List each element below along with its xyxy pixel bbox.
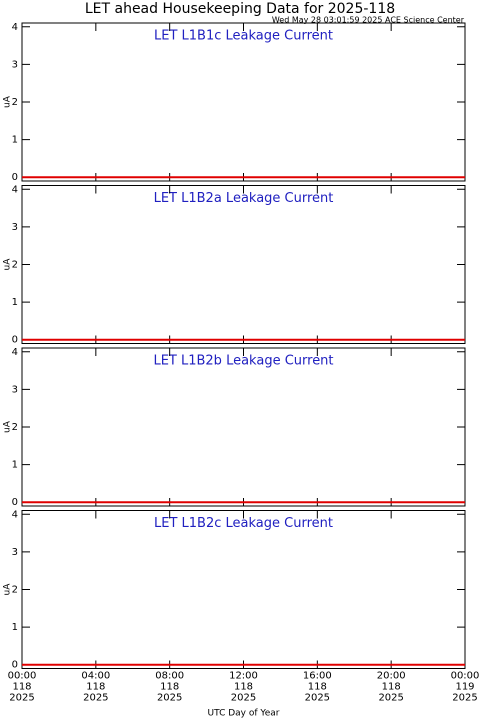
panel-frame (21, 510, 466, 669)
panel-title: LET L1B1c Leakage Current (154, 29, 333, 44)
x-tick-label: 08:00 (155, 671, 184, 682)
y-axis-label: uA (3, 420, 13, 433)
x-tick-day: 118 (86, 682, 105, 693)
y-tick-label: 4 (12, 22, 18, 33)
x-tick-day: 118 (12, 682, 31, 693)
y-tick-label: 0 (12, 660, 18, 671)
y-tick-label: 2 (12, 97, 18, 108)
y-tick-label: 4 (12, 347, 18, 358)
y-axis-label: uA (3, 258, 13, 271)
y-tick-label: 2 (12, 422, 18, 433)
x-axis-label: UTC Day of Year (208, 709, 280, 719)
chart-title: LET ahead Housekeeping Data for 2025-118 (85, 1, 395, 17)
y-tick-label: 3 (12, 384, 18, 395)
panel-frame (21, 347, 466, 507)
x-tick-day: 119 (455, 682, 474, 693)
y-axis-label: uA (3, 95, 13, 108)
y-tick-label: 2 (12, 585, 18, 596)
x-tick-year: 2025 (305, 693, 330, 704)
panel-title: LET L1B2b Leakage Current (153, 354, 333, 369)
x-tick-year: 2025 (83, 693, 108, 704)
y-tick-label: 1 (12, 460, 18, 471)
x-tick-day: 118 (308, 682, 327, 693)
x-tick-day: 118 (382, 682, 401, 693)
x-tick-year: 2025 (378, 693, 403, 704)
x-tick-label: 04:00 (81, 671, 110, 682)
x-tick-label: 00:00 (8, 671, 37, 682)
x-tick-day: 118 (160, 682, 179, 693)
x-tick-year: 2025 (452, 693, 477, 704)
y-tick-label: 1 (12, 622, 18, 633)
x-tick-label: 16:00 (303, 671, 332, 682)
chart-subtitle: Wed May 28 03:01:59 2025 ACE Science Cen… (272, 16, 465, 25)
y-tick-label: 3 (12, 59, 18, 70)
y-tick-label: 2 (12, 260, 18, 271)
y-tick-label: 1 (12, 135, 18, 146)
x-tick-day: 118 (234, 682, 253, 693)
panel-frame (21, 185, 466, 344)
y-tick-label: 0 (12, 172, 18, 183)
x-tick-year: 2025 (157, 693, 182, 704)
x-tick-label: 20:00 (377, 671, 406, 682)
y-tick-label: 3 (12, 222, 18, 233)
y-tick-label: 3 (12, 547, 18, 558)
y-axis-label: uA (3, 583, 13, 596)
y-tick-label: 1 (12, 297, 18, 308)
x-tick-label: 00:00 (451, 671, 480, 682)
y-tick-label: 0 (12, 497, 18, 508)
panel-title: LET L1B2c Leakage Current (154, 516, 333, 531)
y-tick-label: 0 (12, 335, 18, 346)
x-tick-year: 2025 (9, 693, 34, 704)
y-tick-label: 4 (12, 184, 18, 195)
x-tick-label: 12:00 (229, 671, 258, 682)
panel-frame (21, 22, 466, 182)
x-tick-year: 2025 (231, 693, 256, 704)
panel-title: LET L1B2a Leakage Current (154, 191, 334, 206)
y-tick-label: 4 (12, 509, 18, 520)
